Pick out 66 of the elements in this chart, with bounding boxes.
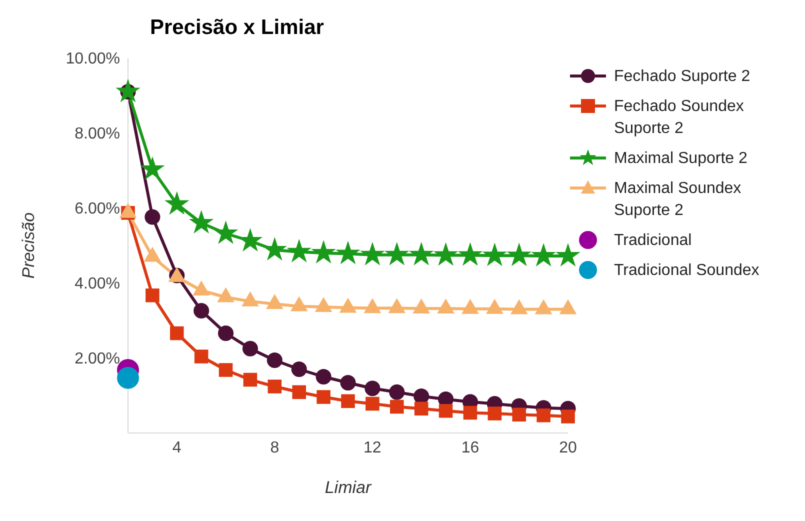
point [506, 242, 532, 266]
point [243, 372, 258, 387]
point [146, 288, 160, 302]
point [512, 408, 526, 422]
point [463, 406, 478, 420]
point [556, 242, 580, 267]
point [390, 400, 404, 414]
x-axis-title: Limiar [324, 478, 372, 497]
legend-label: Maximal Suporte 2 [614, 149, 748, 169]
point [360, 242, 385, 266]
point [116, 78, 140, 102]
point [366, 396, 380, 411]
point [561, 410, 575, 424]
legend-label: Tradicional [614, 231, 692, 251]
point [140, 156, 165, 180]
point [218, 363, 233, 377]
legend-label: Maximal Soundex Suporte 2 [614, 179, 742, 221]
point [311, 240, 336, 264]
point [364, 380, 380, 396]
point [117, 366, 139, 389]
point [292, 385, 306, 400]
point [336, 240, 360, 264]
point [242, 340, 258, 356]
legend-label: Fechado Soundex Suporte 2 [614, 97, 745, 139]
point [384, 242, 410, 266]
x-tick-label: 20 [559, 439, 577, 456]
point [316, 368, 332, 385]
point [433, 242, 458, 266]
point [164, 191, 190, 215]
x-tick-label: 12 [364, 439, 382, 456]
y-tick-label: 6.00% [74, 200, 120, 218]
point [316, 390, 330, 404]
point [438, 404, 453, 418]
point [389, 384, 405, 400]
point [488, 406, 502, 420]
chart-title: Precisão x Limiar [150, 16, 324, 40]
legend-label: Tradicional Soundex [614, 261, 760, 281]
point [144, 209, 160, 225]
point [266, 352, 282, 368]
y-tick-label: 10.00% [66, 50, 120, 68]
point [119, 202, 137, 218]
point [414, 402, 428, 416]
point [408, 242, 434, 266]
y-tick-label: 4.00% [74, 276, 120, 293]
y-tick-label: 8.00% [74, 126, 120, 143]
point [482, 242, 508, 266]
legend-label: Fechado Suporte 2 [614, 67, 750, 87]
point [291, 361, 307, 378]
point [458, 242, 483, 266]
x-tick-label: 16 [461, 439, 480, 456]
point [341, 394, 355, 408]
y-axis-title: Precisão [19, 212, 38, 279]
x-tick-label: 4 [172, 439, 182, 456]
point [531, 242, 556, 267]
x-tick-label: 8 [270, 439, 280, 456]
point [194, 350, 208, 364]
point [170, 326, 184, 340]
point [194, 302, 210, 319]
point [340, 374, 356, 391]
point [213, 220, 238, 244]
point [218, 325, 234, 342]
y-tick-label: 2.00% [74, 350, 120, 368]
point [188, 210, 214, 234]
point [268, 380, 282, 394]
point [536, 408, 550, 422]
point [286, 238, 312, 262]
